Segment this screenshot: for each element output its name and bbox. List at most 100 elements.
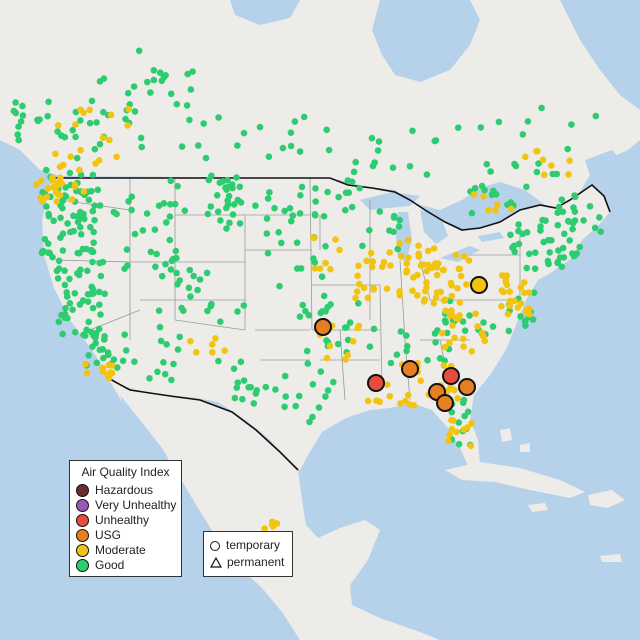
good-site-dot	[320, 213, 328, 220]
moderate-site-dot	[386, 249, 394, 256]
good-site-dot	[558, 263, 566, 271]
moderate-site-dot	[456, 299, 464, 306]
good-site-dot	[342, 206, 349, 214]
moderate-site-dot	[465, 257, 473, 264]
moderate-site-dot	[410, 402, 418, 409]
good-site-dot	[87, 223, 94, 231]
good-site-dot	[122, 347, 130, 354]
moderate-site-dot	[99, 364, 106, 372]
good-site-dot	[158, 272, 166, 280]
good-site-dot	[167, 266, 175, 273]
good-site-dot	[157, 337, 165, 345]
good-site-dot	[77, 117, 84, 124]
good-site-dot	[386, 227, 393, 234]
good-site-dot	[264, 195, 272, 202]
good-site-dot	[240, 377, 248, 384]
good-site-dot	[96, 346, 104, 354]
moderate-site-dot	[209, 349, 216, 356]
moderate-site-dot	[86, 106, 93, 114]
good-site-dot	[95, 288, 103, 296]
site-label-temporary: temporary	[226, 538, 281, 552]
moderate-site-dot	[420, 298, 428, 305]
good-site-dot	[286, 205, 294, 212]
good-site-dot	[355, 300, 362, 307]
moderate-site-dot	[327, 265, 334, 273]
good-site-dot	[168, 257, 176, 265]
good-site-dot	[409, 127, 416, 135]
moderate-site-dot	[113, 153, 120, 161]
good-site-dot	[216, 179, 224, 186]
good-site-dot	[88, 248, 95, 255]
good-site-dot	[488, 191, 496, 199]
moderate-site-dot	[452, 251, 460, 259]
good-site-dot	[275, 229, 283, 236]
moderate-site-dot	[326, 342, 334, 350]
good-site-dot	[49, 253, 56, 261]
moderate-site-dot	[370, 284, 377, 292]
moderate-site-dot	[71, 183, 79, 190]
good-site-dot	[147, 89, 154, 96]
good-site-dot	[229, 184, 236, 192]
moderate-site-dot	[212, 335, 219, 342]
moderate-sites	[33, 105, 573, 532]
good-site-dot	[240, 129, 248, 137]
good-site-dot	[436, 355, 444, 362]
good-site-dot	[230, 365, 238, 373]
moderate-site-dot	[80, 109, 87, 117]
good-site-dot	[561, 230, 568, 238]
good-site-dot	[573, 250, 580, 257]
good-site-dot	[189, 68, 196, 75]
good-site-dot	[131, 230, 139, 238]
good-site-dot	[96, 301, 103, 309]
good-site-dot	[178, 143, 186, 150]
good-site-dot	[322, 393, 329, 400]
good-site-dot	[54, 275, 62, 282]
good-site-dot	[114, 364, 121, 371]
good-site-dot	[139, 227, 147, 234]
moderate-site-dot	[261, 525, 268, 532]
good-site-dot	[128, 206, 135, 214]
good-site-dot	[94, 186, 102, 194]
good-site-dot	[91, 216, 98, 224]
good-site-dot	[303, 347, 311, 355]
moderate-site-dot	[124, 122, 131, 129]
gulf-of-california	[120, 395, 176, 478]
good-site-dot	[448, 408, 456, 416]
moderate-site-dot	[548, 162, 555, 169]
good-site-dot	[85, 318, 92, 326]
good-site-dot	[289, 212, 297, 219]
good-site-dot	[511, 160, 518, 168]
good-site-dot	[234, 308, 241, 315]
moderate-site-dot	[403, 269, 410, 276]
moderate-site-dot	[376, 398, 384, 406]
moderate-site-dot	[99, 134, 107, 141]
good-site-dot	[322, 243, 329, 250]
moderate-site-dot	[396, 288, 403, 295]
good-site-dot	[234, 196, 242, 204]
good-site-dot	[100, 75, 108, 82]
good-site-dot	[519, 230, 526, 238]
highlighted-site-unhealthy	[367, 374, 385, 392]
moderate-site-dot	[460, 252, 468, 260]
moderate-site-dot	[92, 160, 99, 167]
good-site-dot	[187, 86, 195, 93]
aqi-swatch-usg	[76, 529, 89, 542]
good-site-dot	[293, 239, 301, 246]
good-site-dot	[92, 332, 99, 339]
good-site-dot	[287, 217, 295, 225]
moderate-site-dot	[464, 424, 471, 431]
moderate-site-dot	[417, 377, 425, 385]
moderate-site-dot	[383, 285, 391, 293]
moderate-site-dot	[342, 356, 349, 363]
moderate-site-dot	[433, 289, 441, 296]
moderate-site-dot	[438, 329, 446, 337]
good-site-dot	[71, 328, 79, 336]
moderate-site-dot	[432, 294, 440, 301]
good-site-dot	[324, 188, 331, 196]
gulf-st-lawrence	[585, 150, 628, 185]
good-site-dot	[50, 217, 57, 225]
good-site-dot	[15, 123, 22, 130]
triangle-icon	[210, 557, 222, 568]
good-site-dot	[471, 184, 479, 192]
